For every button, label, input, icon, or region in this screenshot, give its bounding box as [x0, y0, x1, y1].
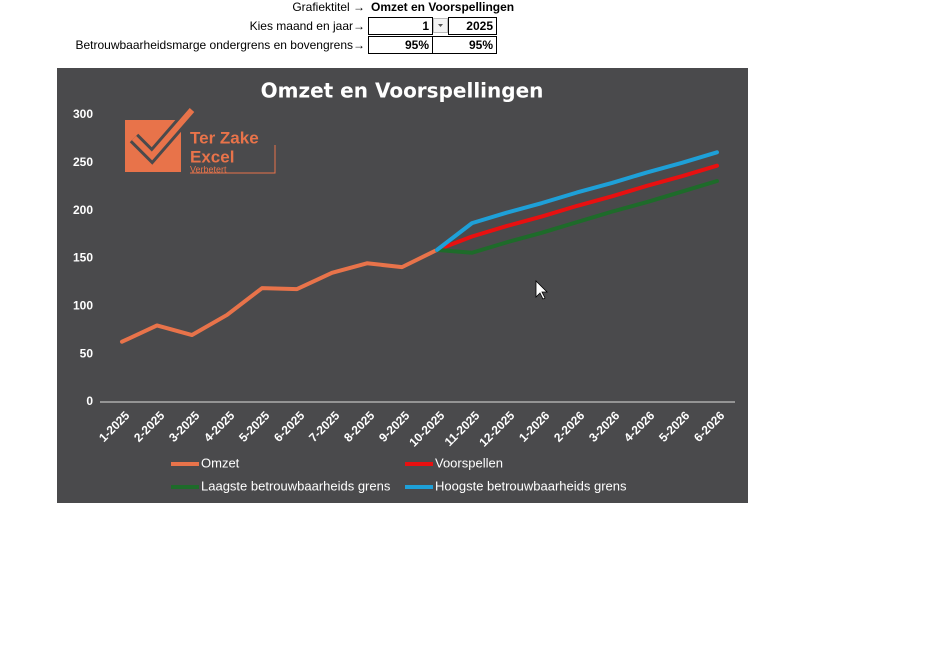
legend-label: Hoogste betrouwbaarheids grens: [435, 478, 627, 493]
upper-cell[interactable]: 95%: [432, 36, 497, 54]
legend-label: Omzet: [201, 455, 240, 470]
line: [435, 179, 719, 255]
dropdown-arrow: [438, 24, 443, 27]
y-tick-label: 50: [80, 346, 94, 360]
mouse-cursor: [535, 280, 548, 300]
lower-cell[interactable]: 95%: [368, 36, 433, 54]
line: [435, 163, 719, 252]
form-label: Kies maand en jaar→: [249, 19, 365, 33]
y-tick-label: 200: [73, 203, 93, 217]
line: [120, 247, 439, 344]
y-tick-label: 150: [73, 251, 93, 265]
year-cell[interactable]: 2025: [448, 17, 497, 35]
logo-text: Verbetert: [190, 164, 227, 174]
form-value[interactable]: Omzet en Voorspellingen: [371, 0, 515, 14]
dropdown-button[interactable]: [433, 18, 448, 33]
form-label: Betrouwbaarheidsmarge ondergrens en bove…: [75, 38, 365, 52]
chart-title: Omzet en Voorspellingen: [261, 79, 544, 103]
legend-label: Laagste betrouwbaarheids grens: [201, 478, 391, 493]
logo-text: Excel: [190, 147, 234, 166]
line: [435, 150, 719, 252]
y-tick-label: 0: [86, 394, 93, 408]
month-cell[interactable]: 1: [368, 17, 433, 35]
logo: Ter Zake Excel Verbetert: [125, 106, 276, 174]
y-tick-label: 300: [73, 107, 93, 121]
y-tick-label: 100: [73, 299, 93, 313]
legend-label: Voorspellen: [435, 455, 503, 470]
y-tick-label: 250: [73, 155, 93, 169]
form-label: Grafiektitel →: [292, 0, 365, 14]
logo-text: Ter Zake: [190, 128, 259, 147]
